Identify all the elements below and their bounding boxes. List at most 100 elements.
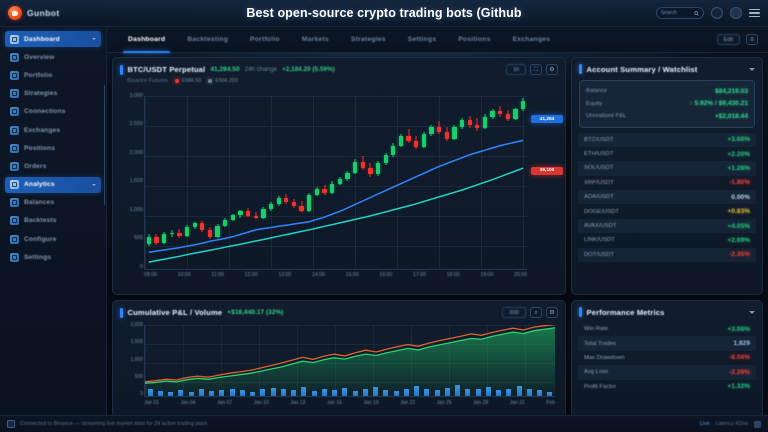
sidebar-item-label: Settings xyxy=(24,253,52,261)
chart-settings-icon[interactable]: ⚙ xyxy=(546,64,558,75)
watchlist-row[interactable]: DOGE/USDT +0.83% xyxy=(578,204,756,218)
orders-icon xyxy=(10,161,19,171)
tab-markets[interactable]: Markets xyxy=(291,27,340,53)
y-axis-labels: 3,000 2,500 2,000 1,500 1,000 500 0 xyxy=(117,93,144,270)
status-bar-right: Live Latency 42ms xyxy=(700,420,761,428)
main-chart-legend: Binance Futures EMA 50 EMA 200 xyxy=(113,75,565,84)
watchlist-row[interactable]: DOT/USDT -2.35% xyxy=(578,247,756,263)
candle xyxy=(368,96,373,269)
sidebar-item-backtests[interactable]: Backtests xyxy=(5,213,101,229)
status-latency: Latency 42ms xyxy=(715,421,748,427)
metric-value: 1,829 xyxy=(733,340,750,348)
metric-label: Avg Loss xyxy=(584,369,609,376)
chevron-down-icon[interactable] xyxy=(749,310,755,314)
sidebar-item-orders[interactable]: Orders xyxy=(5,158,101,174)
candle xyxy=(406,96,411,269)
pnl-chart-actions: 30D ⌕ ⚙ xyxy=(502,307,558,318)
sidebar-item-dashboard[interactable]: Dashboard xyxy=(5,31,101,48)
candle xyxy=(177,96,182,269)
sidebar-item-strategies[interactable]: Strategies xyxy=(5,86,101,102)
main-chart-subtitle: Binance Futures xyxy=(127,78,168,84)
metric-label: Max Drawdown xyxy=(584,354,625,361)
sidebar-item-label: Connections xyxy=(24,108,66,116)
candle xyxy=(307,96,312,269)
watchlist-row[interactable]: BTC/USDT +3.60% xyxy=(578,132,756,147)
sidebar-item-overview[interactable]: Overview xyxy=(5,49,101,65)
zoom-icon[interactable]: ⌕ xyxy=(530,307,542,318)
performance-metrics-title: Performance Metrics xyxy=(586,307,665,317)
interval-dropdown[interactable]: 1h xyxy=(506,64,526,75)
metric-label: Total Trades xyxy=(584,340,617,347)
chevron-down-icon[interactable] xyxy=(749,67,755,71)
pnl-chart-value: +$18,440.17 (32%) xyxy=(227,309,284,316)
metric-row[interactable]: Max Drawdown -8.04% xyxy=(578,351,756,365)
sidebar-item-positions[interactable]: Positions xyxy=(5,140,101,156)
tabbar-edit-button[interactable]: Edit xyxy=(716,34,740,45)
main-chart-separator: 24h change xyxy=(244,66,277,73)
watchlist-row[interactable]: LINK/USDT +2.69% xyxy=(578,233,756,247)
tab-portfolio[interactable]: Portfolio xyxy=(239,27,291,53)
pnl-x-tick: Jan 13 xyxy=(290,400,306,406)
tab-strategies[interactable]: Strategies xyxy=(340,27,397,53)
tab-settings[interactable]: Settings xyxy=(397,27,447,53)
sidebar-item-exchanges[interactable]: Exchanges xyxy=(5,122,101,138)
metric-row[interactable]: Win Rate +3.06% xyxy=(578,322,756,336)
x-tick: 12:00 xyxy=(244,272,258,278)
metric-row[interactable]: Profit Factor +1.32% xyxy=(578,380,756,394)
backtest-icon xyxy=(10,216,19,226)
watchlist-row[interactable]: XRP/USDT -1.80% xyxy=(578,176,756,190)
analytics-icon xyxy=(10,180,19,190)
x-tick: 11:00 xyxy=(211,272,224,278)
main-chart-change: +2,184.20 (5.59%) xyxy=(282,66,335,73)
sidebar-item-label: Analytics xyxy=(24,181,55,189)
watchlist-row[interactable]: AVAX/USDT +4.05% xyxy=(578,218,756,234)
main-chart-header: BTC/USDT Perpetual 41,284.50 24h change … xyxy=(113,58,565,75)
sidebar-item-analytics[interactable]: Analytics xyxy=(5,176,101,193)
sidebar-item-portfolio[interactable]: Portfolio xyxy=(5,67,101,83)
fullscreen-icon[interactable]: ⛶ xyxy=(530,64,542,75)
candle xyxy=(337,96,342,269)
strategy-icon xyxy=(10,89,19,99)
search-input[interactable]: Search xyxy=(656,7,704,19)
candle xyxy=(482,96,488,269)
info-icon xyxy=(7,420,15,428)
metric-row[interactable]: Avg Loss -2.29% xyxy=(578,365,756,380)
wallet-icon xyxy=(10,70,19,80)
brand-name: Gunbot xyxy=(27,8,60,18)
pnl-x-tick: Jan 10 xyxy=(253,400,269,406)
hamburger-menu-icon[interactable] xyxy=(749,8,760,18)
sidebar-item-balances[interactable]: Balances xyxy=(5,195,101,211)
range-dropdown[interactable]: 30D xyxy=(502,307,526,318)
candle xyxy=(505,96,511,269)
watchlist-row[interactable]: SOL/USDT +1.28% xyxy=(578,161,756,176)
brand[interactable]: Gunbot xyxy=(8,6,158,20)
candlestick-plot[interactable] xyxy=(144,96,527,270)
metric-value: +3.06% xyxy=(727,325,750,333)
pnl-x-tick: Feb xyxy=(546,400,555,406)
watchlist-row[interactable]: ADA/USDT 0.00% xyxy=(578,190,756,205)
pnl-plot[interactable] xyxy=(144,325,555,397)
candle xyxy=(375,96,381,269)
candle xyxy=(238,96,243,269)
pnl-settings-icon[interactable]: ⚙ xyxy=(546,307,558,318)
tabbar-menu-icon[interactable]: ≡ xyxy=(746,34,758,45)
tab-positions[interactable]: Positions xyxy=(447,27,501,53)
tab-backtesting[interactable]: Backtesting xyxy=(176,27,239,53)
tab-exchanges[interactable]: Exchanges xyxy=(502,27,562,53)
metric-row[interactable]: Total Trades 1,829 xyxy=(578,336,756,351)
watchlist-label: LINK/USDT xyxy=(584,237,615,244)
sidebar-item-connections[interactable]: Connections xyxy=(5,104,101,120)
candle xyxy=(322,96,327,269)
sidebar-item-settings[interactable]: Settings xyxy=(5,249,101,265)
dashboard-icon xyxy=(10,34,19,44)
notifications-icon[interactable] xyxy=(730,7,742,19)
candle xyxy=(383,96,388,269)
candle xyxy=(161,96,167,269)
settings-icon[interactable] xyxy=(711,7,723,19)
watchlist-row[interactable]: ETH/USDT +2.20% xyxy=(578,147,756,161)
metric-value: +1.32% xyxy=(727,383,750,391)
sidebar-scrollbar[interactable] xyxy=(103,85,105,205)
tab-dashboard[interactable]: Dashboard xyxy=(117,27,176,53)
sidebar-item-configure[interactable]: Configure xyxy=(5,231,101,247)
